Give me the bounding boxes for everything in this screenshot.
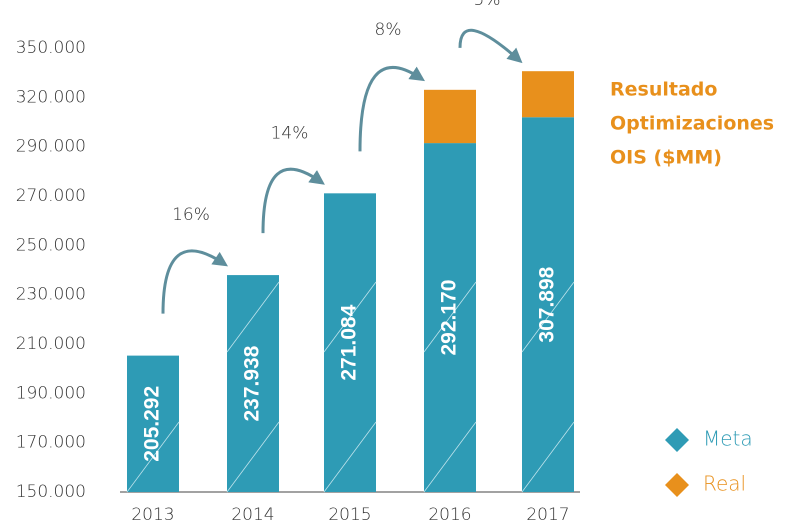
bar-texture	[323, 281, 377, 353]
growth-arrow	[358, 66, 425, 152]
x-tick-label: 2014	[231, 505, 274, 525]
bar-segment	[522, 71, 574, 118]
growth-label: 14%	[271, 123, 309, 143]
x-tick-label: 2016	[428, 505, 471, 525]
value-label: 292.170	[438, 280, 461, 356]
bar-segment	[227, 275, 279, 492]
bar-texture	[323, 421, 377, 493]
y-tick-label: 190.000	[16, 383, 86, 403]
x-tick-label: 2015	[328, 505, 371, 525]
bar-texture	[423, 281, 477, 353]
y-tick-label: 250.000	[16, 235, 86, 255]
bar-texture	[521, 421, 575, 493]
bar-segment	[424, 89, 476, 144]
annotation: OIS ($MM)	[610, 147, 722, 169]
y-tick-label: 210.000	[16, 334, 86, 354]
y-tick-label: 290.000	[16, 137, 86, 157]
value-label: 205.292	[141, 386, 164, 462]
annotation: Resultado	[610, 79, 717, 101]
bar-texture	[423, 421, 477, 493]
growth-arrow	[458, 28, 523, 64]
value-label: 307.898	[536, 266, 559, 342]
y-tick-label: 150.000	[16, 482, 86, 502]
bar-segment	[324, 193, 376, 493]
y-tick-label: 350.000	[16, 38, 86, 58]
y-tick-label: 230.000	[16, 285, 86, 305]
bar-segment	[127, 355, 179, 492]
value-label: 271.084	[338, 304, 361, 380]
growth-label: 5%	[474, 0, 501, 10]
growth-label: 16%	[172, 205, 210, 225]
legend-marker	[665, 473, 689, 497]
bar-texture	[126, 421, 180, 493]
annotation: Optimizaciones	[610, 113, 774, 135]
bar-texture	[521, 281, 575, 353]
legend-marker	[665, 428, 689, 452]
bar-texture	[226, 421, 280, 493]
y-tick-label: 270.000	[16, 186, 86, 206]
growth-label: 8%	[375, 20, 402, 40]
legend-label: Meta	[703, 427, 753, 451]
x-tick-label: 2013	[131, 505, 174, 525]
value-label: 237.938	[241, 345, 264, 421]
x-tick-label: 2017	[526, 505, 569, 525]
bar-segment	[522, 117, 574, 492]
y-tick-label: 170.000	[16, 433, 86, 453]
legend-label: Real	[703, 472, 746, 496]
growth-arrow	[261, 167, 325, 234]
bar-texture	[226, 281, 280, 353]
growth-arrow	[161, 249, 228, 314]
y-tick-label: 320.000	[16, 87, 86, 107]
